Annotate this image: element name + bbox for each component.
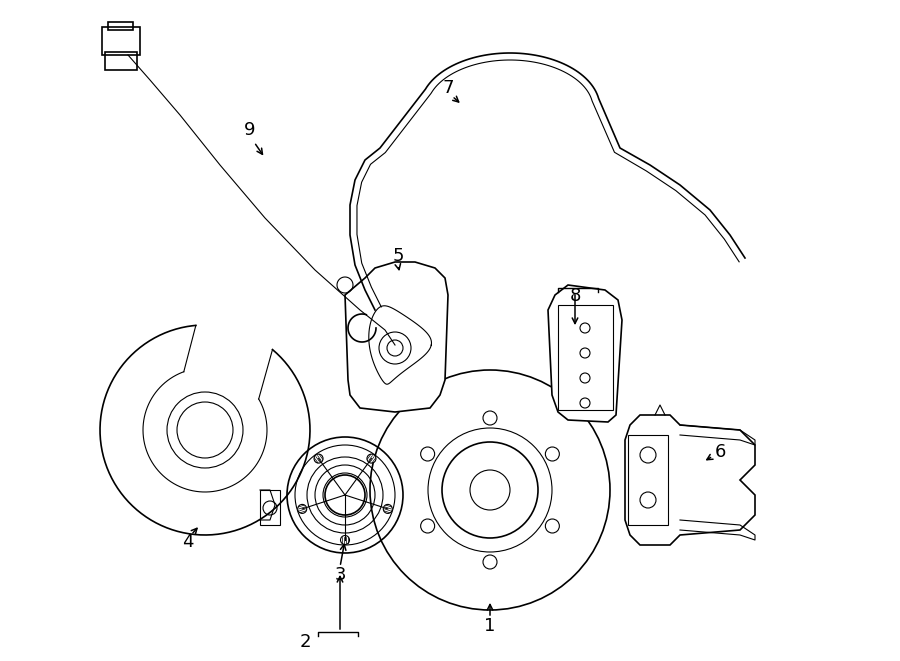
Text: 3: 3 [334, 566, 346, 584]
Circle shape [340, 535, 349, 545]
Polygon shape [548, 285, 622, 422]
Text: 2: 2 [299, 633, 310, 651]
Bar [108, 22, 133, 30]
Bar [558, 305, 613, 410]
Polygon shape [345, 262, 448, 412]
Bar [102, 27, 140, 55]
Bar [628, 435, 668, 525]
Text: 9: 9 [244, 121, 256, 139]
Text: 8: 8 [570, 287, 580, 305]
Circle shape [298, 504, 307, 514]
Text: 4: 4 [182, 533, 194, 551]
Circle shape [314, 454, 323, 463]
Text: 6: 6 [715, 443, 725, 461]
Text: 1: 1 [484, 617, 496, 635]
Circle shape [383, 504, 392, 514]
Bar [260, 490, 280, 525]
Circle shape [367, 454, 376, 463]
Text: 7: 7 [442, 79, 454, 97]
Text: 5: 5 [392, 247, 404, 265]
Bar [105, 52, 137, 70]
Polygon shape [625, 415, 755, 545]
